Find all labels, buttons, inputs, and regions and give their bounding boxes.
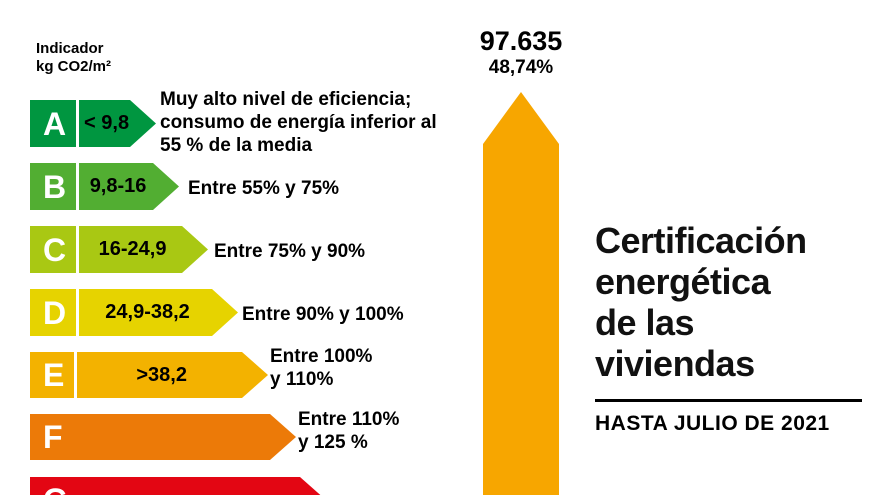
rating-arrow-g: G xyxy=(30,477,326,495)
rating-arrow-c: C 16-24,9 xyxy=(30,226,208,273)
rating-note-f: Entre 110% y 125 % xyxy=(298,409,400,453)
rating-range: 9,8-16 xyxy=(89,175,147,197)
letter-divider xyxy=(76,226,79,273)
letter-divider xyxy=(76,289,79,336)
rating-letter: F xyxy=(43,419,63,455)
title-underline xyxy=(595,399,862,402)
bar-percent: 48,74% xyxy=(488,57,554,78)
rating-range: >38,2 xyxy=(136,363,187,386)
rating-letter: C xyxy=(43,231,67,268)
rating-range: 16-24,9 xyxy=(98,238,167,260)
rating-letter: E xyxy=(43,357,65,393)
rating-note-e: Entre 100% y 110% xyxy=(270,346,373,390)
rating-note-a: Muy alto nivel de eficiencia; consumo de… xyxy=(160,89,437,156)
rating-letter: B xyxy=(43,168,67,205)
title-line3: de las xyxy=(595,302,695,343)
bar-value: 97.635 xyxy=(479,26,563,56)
rating-note-d: Entre 90% y 100% xyxy=(242,304,404,325)
rating-arrow-d: D 24,9-38,2 xyxy=(30,289,238,336)
letter-divider xyxy=(76,100,79,147)
rating-range: < 9,8 xyxy=(84,112,130,134)
rating-note-c: Entre 75% y 90% xyxy=(214,241,366,262)
rating-note-b: Entre 55% y 75% xyxy=(188,178,340,199)
chart-subtitle: HASTA JULIO DE 2021 xyxy=(595,412,830,435)
rating-arrow-b: B 9,8-16 xyxy=(30,163,179,210)
letter-divider xyxy=(74,352,77,398)
title-line1: Certificación xyxy=(595,220,807,261)
consumption-bar xyxy=(483,92,559,495)
rating-range: 24,9-38,2 xyxy=(105,301,190,323)
indicator-line2: kg CO2/m² xyxy=(36,58,112,75)
rating-letter: D xyxy=(43,294,67,331)
rating-arrow-f: F xyxy=(30,414,296,460)
indicator-label: Indicador kg CO2/m² xyxy=(36,40,111,76)
rating-letter: G xyxy=(30,484,68,495)
title-line4: viviendas xyxy=(595,343,755,384)
letter-divider xyxy=(76,163,79,210)
chart-title: Certificación energética de las vivienda… xyxy=(595,220,807,384)
rating-arrow-e: E >38,2 xyxy=(30,352,268,398)
rating-letter: A xyxy=(43,105,67,142)
rating-arrow-a: A < 9,8 xyxy=(30,100,156,147)
indicator-line1: Indicador xyxy=(36,40,104,57)
title-line2: energética xyxy=(595,261,771,302)
